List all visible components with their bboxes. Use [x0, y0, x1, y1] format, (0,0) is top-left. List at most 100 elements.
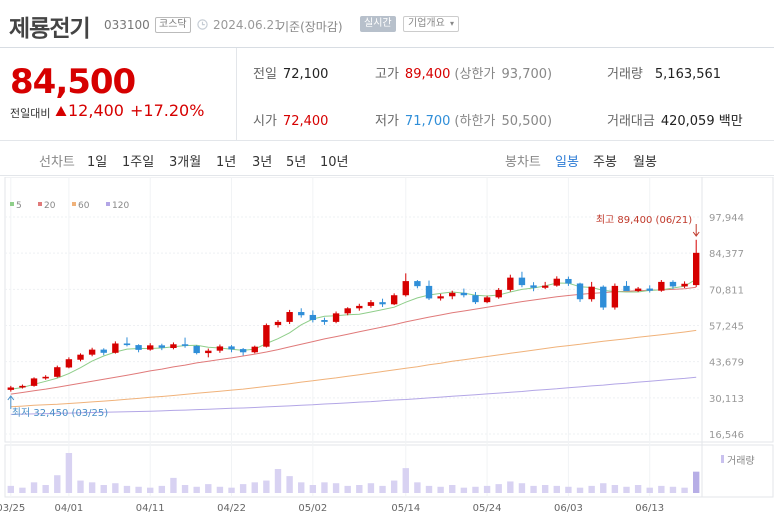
stock-header: 제룡전기 033100 코스닥 2024.06.21 기준(장마감) 실시간 기…: [0, 0, 774, 48]
candle-weekly[interactable]: 주봉: [593, 155, 617, 170]
volume-bar: [576, 487, 584, 493]
candle-body: [356, 305, 363, 309]
volume-bar: [634, 485, 642, 493]
low-annotation: 최저 32,450 (03/25): [12, 407, 108, 419]
volume-bar: [437, 486, 444, 493]
candle-body: [518, 277, 526, 286]
candle-body: [54, 367, 61, 377]
candle-body: [437, 296, 444, 299]
candle-body: [692, 252, 700, 286]
volume-bar: [263, 480, 270, 493]
ma-legend-swatch: [72, 202, 76, 206]
y-tick-label: 30,113: [709, 394, 744, 405]
x-tick-label: 06/13: [635, 503, 664, 514]
volume-bar: [332, 483, 340, 493]
volume-bar: [425, 485, 433, 493]
candle-body: [228, 346, 235, 350]
line-chart-tab[interactable]: 선차트: [39, 155, 75, 170]
company-overview-dropdown[interactable]: 기업개요 ▾: [403, 16, 460, 32]
volume-bar: [356, 485, 363, 493]
stat-low: 저가 71,700 (하한가 50,500): [375, 110, 552, 129]
candle-body: [123, 343, 131, 346]
candle-body: [321, 320, 328, 322]
amount-label: 거래대금: [607, 114, 655, 129]
volume-bar: [147, 487, 154, 493]
candle-body: [565, 278, 572, 284]
ma-legend-label: 60: [78, 201, 90, 211]
upper-limit-value: 93,700): [501, 67, 553, 82]
candle-chart-tab[interactable]: 봉차트: [505, 155, 541, 170]
period-3year[interactable]: 3년: [252, 155, 273, 170]
volume-bar: [7, 485, 15, 493]
candle-body: [170, 344, 177, 349]
prev-close-label: 전일: [253, 67, 277, 82]
volume-bar: [193, 486, 200, 493]
candle-body: [367, 302, 375, 306]
x-tick-label: 04/11: [136, 503, 165, 514]
volume-bar: [367, 483, 375, 493]
volume-bar: [483, 485, 491, 493]
candle-body: [216, 346, 224, 351]
amount-unit: 백만: [718, 114, 743, 129]
candle-body: [112, 343, 119, 353]
candle-daily[interactable]: 일봉: [555, 155, 579, 170]
volume-value: 5,163,561: [654, 67, 722, 82]
realtime-button[interactable]: 실시간: [360, 16, 396, 32]
volume-bar: [518, 483, 526, 493]
period-1year[interactable]: 1년: [216, 155, 237, 170]
candle-body: [483, 297, 491, 303]
candlestick-chart[interactable]: 97,944 84,377 70,811 57,245 43,679 30,113 16,5…: [0, 177, 774, 527]
candle-monthly[interactable]: 월봉: [633, 155, 657, 170]
candle-body: [390, 295, 398, 305]
candle-body: [646, 288, 653, 291]
volume-bar: [77, 480, 84, 493]
candle-body: [541, 285, 549, 288]
candle-body: [681, 283, 688, 287]
period-1week[interactable]: 1주일: [122, 155, 155, 170]
x-tick-label: 05/24: [473, 503, 502, 514]
candle-body: [205, 350, 212, 354]
amount-value: 420,059: [660, 114, 715, 129]
candle-body: [332, 313, 340, 322]
current-price: 84,500: [10, 62, 136, 102]
volume-bar: [460, 487, 468, 493]
volume-bar: [669, 486, 677, 493]
candle-body: [553, 278, 560, 286]
candle-body: [7, 387, 15, 390]
period-5year[interactable]: 5년: [286, 155, 307, 170]
volume-bar: [565, 486, 572, 493]
volume-bar: [65, 453, 73, 493]
volume-bar: [379, 485, 386, 493]
period-3month[interactable]: 3개월: [169, 155, 202, 170]
price-chart[interactable]: 97,944 84,377 70,811 57,245 43,679 30,113 16,5…: [0, 177, 774, 527]
prev-close-value: 72,100: [282, 67, 329, 82]
volume-label: 거래량: [607, 67, 643, 82]
volume-bar: [553, 485, 560, 493]
candle-body: [158, 345, 166, 348]
candle-body: [263, 325, 270, 347]
volume-bar: [309, 485, 317, 493]
period-toolbar: 선차트 1일 1주일 3개월 1년 3년 5년 10년 봉차트 일봉 주봉 월봉: [0, 140, 774, 176]
period-1day[interactable]: 1일: [87, 155, 108, 170]
volume-bar: [611, 485, 619, 493]
candle-body: [449, 292, 456, 297]
volume-bar: [541, 485, 549, 493]
volume-pane-frame: [4, 444, 774, 498]
volume-bar: [658, 485, 665, 493]
volume-bar: [205, 484, 212, 493]
candle-body: [19, 385, 26, 388]
volume-bar: [600, 483, 607, 493]
candle-body: [65, 359, 73, 368]
period-10year[interactable]: 10년: [320, 155, 349, 170]
ma60-line: [10, 329, 697, 408]
volume-bar: [239, 484, 247, 493]
ma-legend-swatch: [106, 202, 110, 206]
candle-body: [530, 285, 537, 288]
candle-body: [251, 346, 258, 353]
candle-body: [507, 277, 514, 290]
volume-bar: [414, 482, 421, 493]
price-pane-frame: [4, 177, 774, 443]
up-triangle-icon: [55, 106, 67, 116]
volume-bar: [321, 482, 328, 493]
high-arrow-icon: [692, 224, 700, 237]
